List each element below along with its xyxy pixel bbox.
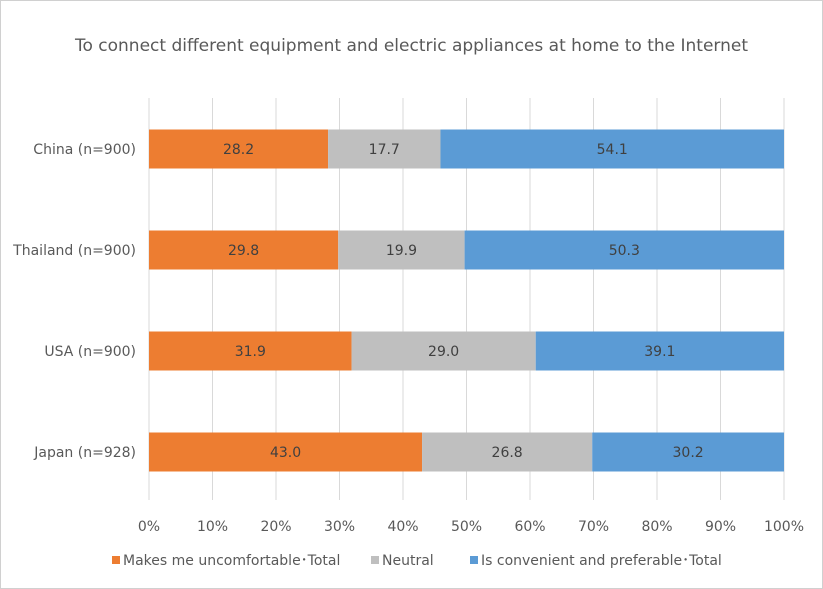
bar-segment — [149, 331, 352, 371]
x-tick-label: 30% — [324, 519, 355, 535]
bar-segment — [149, 230, 339, 270]
legend-label: Is convenient and preferable･Total — [481, 553, 722, 569]
x-tick-label: 80% — [641, 519, 672, 535]
chart-title: To connect different equipment and elect… — [74, 36, 749, 56]
data-label: 54.1 — [597, 142, 628, 158]
category-label: China (n=900) — [33, 142, 136, 158]
x-tick-label: 50% — [451, 519, 482, 535]
legend-label: Neutral — [382, 553, 434, 569]
bar-segment — [149, 129, 329, 169]
data-label: 50.3 — [609, 243, 640, 259]
x-tick-label: 60% — [514, 519, 545, 535]
bar-segment — [535, 331, 784, 371]
data-label: 17.7 — [369, 142, 400, 158]
data-label: 31.9 — [235, 344, 266, 360]
legend-swatch — [470, 556, 478, 564]
x-tick-label: 40% — [387, 519, 418, 535]
category-label: Japan (n=928) — [33, 445, 136, 461]
x-tick-label: 10% — [197, 519, 228, 535]
category-label: Thailand (n=900) — [12, 243, 136, 259]
data-label: 19.9 — [386, 243, 417, 259]
x-tick-label: 90% — [705, 519, 736, 535]
bar-segment — [149, 432, 423, 472]
category-label: USA (n=900) — [44, 344, 136, 360]
bar-segment — [592, 432, 784, 472]
legend-label: Makes me uncomfortable･Total — [123, 553, 340, 569]
x-tick-label: 100% — [764, 519, 804, 535]
data-label: 26.8 — [492, 445, 523, 461]
data-label: 39.1 — [644, 344, 675, 360]
data-label: 43.0 — [270, 445, 301, 461]
bar-segment — [328, 129, 441, 169]
data-label: 30.2 — [673, 445, 704, 461]
x-tick-label: 0% — [138, 519, 160, 535]
x-tick-label: 70% — [578, 519, 609, 535]
bar-segment — [351, 331, 536, 371]
x-tick-label: 20% — [260, 519, 291, 535]
bar-segment — [440, 129, 784, 169]
legend-swatch — [112, 556, 120, 564]
data-label: 29.8 — [228, 243, 259, 259]
data-label: 28.2 — [223, 142, 254, 158]
data-label: 29.0 — [428, 344, 459, 360]
legend-swatch — [371, 556, 379, 564]
bar-segment — [422, 432, 593, 472]
bar-segment — [464, 230, 784, 270]
bar-segment — [338, 230, 465, 270]
